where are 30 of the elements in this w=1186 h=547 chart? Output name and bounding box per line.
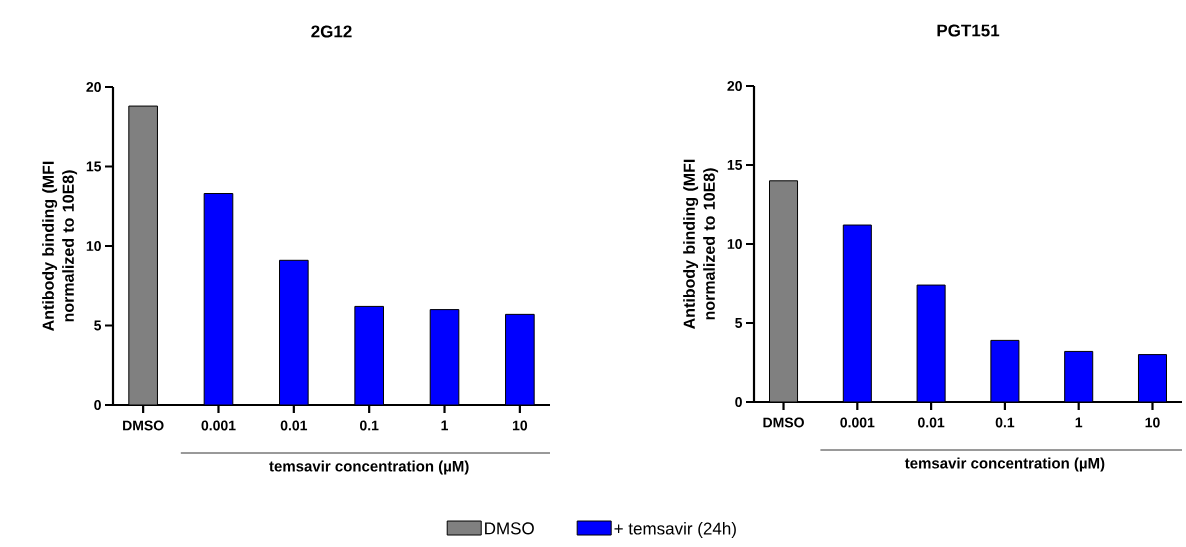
chart-title: PGT151 — [937, 24, 1000, 37]
x-tick-label: 0.01 — [918, 417, 945, 428]
y-axis-title: Antibody binding (MFI normalized to 10E8) — [42, 161, 78, 331]
x-tick-label: 0.001 — [201, 420, 236, 431]
x-tick-label: 10 — [1145, 417, 1160, 428]
x-tick-label: 10 — [512, 420, 528, 431]
x-tick-label: 0.1 — [359, 420, 379, 431]
x-tick-label: 1 — [441, 420, 449, 431]
y-tick-label: 15 — [727, 160, 743, 170]
x-tick-label: 1 — [1075, 417, 1083, 428]
y-tick-label: 5 — [735, 318, 743, 328]
x-axis-title: temsavir concentration (µM) — [269, 460, 469, 475]
y-tick-label: 5 — [94, 320, 102, 331]
y-tick-label: 10 — [86, 241, 101, 251]
y-tick-label: 0 — [735, 397, 742, 407]
y-tick-label: 20 — [727, 81, 742, 91]
chart-title: 2G12 — [311, 25, 352, 38]
y-tick-label: 20 — [86, 82, 101, 92]
x-tick-label: 0.001 — [840, 417, 875, 428]
y-tick-label: 0 — [94, 400, 101, 410]
y-tick-label: 15 — [86, 161, 102, 172]
x-tick-label: 0.1 — [995, 417, 1015, 428]
x-tick-label: DMSO — [763, 417, 804, 428]
legend-label: DMSO — [485, 522, 534, 535]
y-tick-label: 10 — [727, 239, 742, 249]
x-axis-title: temsavir concentration (µM) — [904, 457, 1105, 472]
y-axis-title: Antibody binding (MFI normalized to 10E8) — [683, 159, 719, 329]
x-tick-label: 0.01 — [280, 420, 308, 431]
legend-label: + temsavir (24h) — [614, 522, 736, 538]
x-tick-label: DMSO — [123, 420, 164, 431]
